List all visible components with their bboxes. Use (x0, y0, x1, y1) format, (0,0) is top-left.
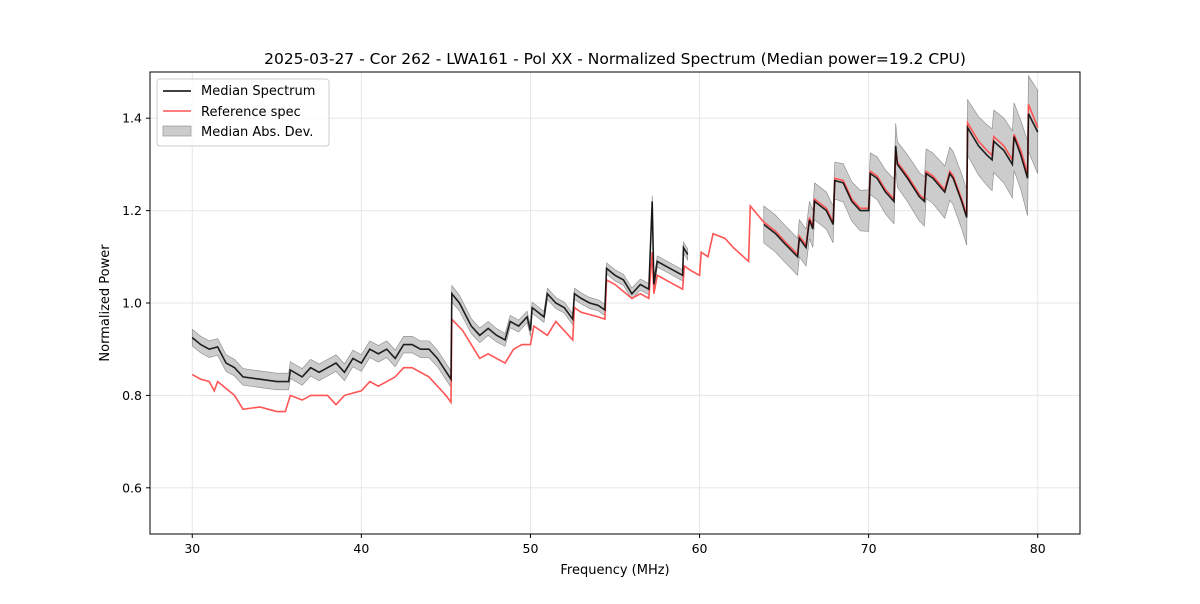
y-tick-label: 1.2 (122, 203, 142, 218)
chart-title: 2025-03-27 - Cor 262 - LWA161 - Pol XX -… (264, 50, 966, 68)
legend-reference: Reference spec (201, 105, 301, 120)
y-tick-label: 0.6 (122, 480, 142, 495)
y-tick-label: 0.8 (122, 388, 142, 403)
y-axis-label: Normalized Power (98, 244, 113, 362)
x-axis-label: Frequency (MHz) (560, 563, 669, 578)
legend-mad: Median Abs. Dev. (201, 125, 313, 140)
y-tick-label: 1.4 (122, 111, 142, 126)
legend-swatch-mad (162, 125, 192, 137)
mad-band-segment (191, 195, 689, 391)
x-tick-label: 80 (1030, 541, 1046, 556)
x-tick-label: 40 (353, 541, 369, 556)
series-lines (191, 104, 1039, 413)
legend-box (156, 78, 330, 147)
x-tick-label: 70 (861, 541, 877, 556)
x-tick-label: 30 (184, 541, 200, 556)
axis-ticks: 30 40 50 60 70 80 0.6 0.8 1.0 1.2 1.4 (122, 111, 1046, 556)
x-tick-label: 50 (523, 541, 539, 556)
median-spectrum-line (763, 113, 1039, 259)
legend-median: Median Spectrum (201, 84, 315, 99)
y-tick-label: 1.0 (122, 296, 142, 311)
reference-spectrum-line (191, 104, 1039, 413)
x-tick-label: 60 (692, 541, 708, 556)
legend: Median Spectrum Reference spec Median Ab… (156, 78, 330, 147)
median-spectrum-line (191, 201, 689, 383)
